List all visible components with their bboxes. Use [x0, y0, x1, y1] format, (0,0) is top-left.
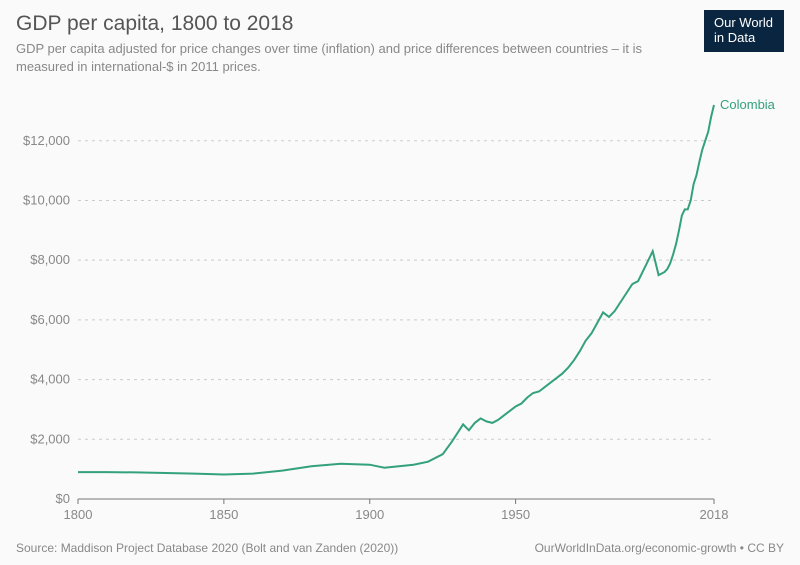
footer: Source: Maddison Project Database 2020 (… — [16, 541, 784, 555]
y-tick-label: $4,000 — [30, 372, 70, 387]
attribution-text: OurWorldInData.org/economic-growth • CC … — [535, 541, 784, 555]
y-tick-label: $6,000 — [30, 312, 70, 327]
y-tick-label: $8,000 — [30, 252, 70, 267]
y-tick-label: $12,000 — [23, 133, 70, 148]
x-tick-label: 1800 — [64, 507, 93, 522]
x-tick-label: 1900 — [355, 507, 384, 522]
logo-line-1: Our World — [714, 16, 774, 31]
chart-subtitle: GDP per capita adjusted for price change… — [16, 40, 656, 76]
line-chart: $0 $2,000 $4,000 $6,000 $8,000 $10,000 $12,000… — [16, 88, 784, 525]
logo-line-2: in Data — [714, 31, 774, 46]
x-tick-label: 1950 — [501, 507, 530, 522]
x-tick-label: 1850 — [209, 507, 238, 522]
y-tick-label: $2,000 — [30, 431, 70, 446]
x-tick-label: 2018 — [700, 507, 729, 522]
chart-area: $0 $2,000 $4,000 $6,000 $8,000 $10,000 $12,000… — [16, 88, 784, 525]
y-tick-label: $10,000 — [23, 192, 70, 207]
y-tick-label: $0 — [56, 491, 70, 506]
chart-title: GDP per capita, 1800 to 2018 — [16, 12, 784, 36]
series-label-colombia: Colombia — [720, 97, 776, 112]
owid-logo: Our World in Data — [704, 10, 784, 52]
header: GDP per capita, 1800 to 2018 GDP per cap… — [0, 0, 800, 80]
series-line-colombia — [78, 105, 714, 475]
source-text: Source: Maddison Project Database 2020 (… — [16, 541, 398, 555]
